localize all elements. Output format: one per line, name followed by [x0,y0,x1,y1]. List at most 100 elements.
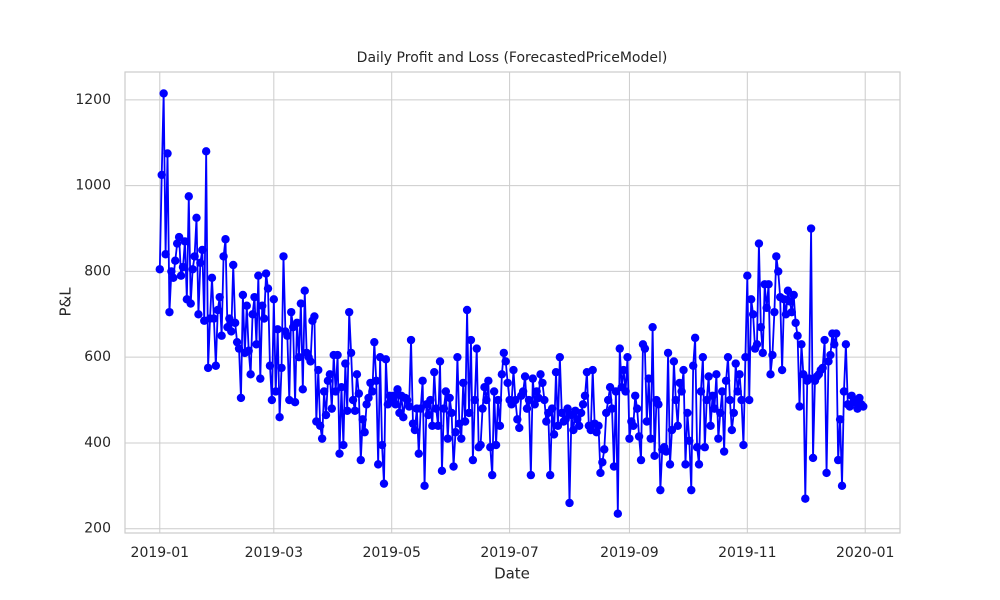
data-point [163,149,172,158]
data-point [528,374,537,383]
data-point [399,413,408,422]
data-point [484,376,493,385]
data-point [290,398,300,407]
data-point [453,352,462,362]
data-point [634,432,644,441]
data-point [234,344,244,353]
data-point [198,245,207,255]
data-point [194,310,203,319]
data-point [190,252,199,261]
data-point [538,378,547,388]
data-point [690,333,700,343]
data-point [609,462,619,471]
data-point [725,395,735,405]
data-point [578,400,588,409]
data-point [594,421,603,430]
data-point [694,460,704,469]
data-point [777,365,787,375]
data-point [733,387,742,396]
data-point [169,273,178,283]
data-point [344,307,354,317]
x-tick-label: 2019-07 [480,545,539,561]
data-point [795,402,804,411]
data-point [292,318,302,328]
data-point [642,417,652,426]
data-point [818,363,827,373]
data-point [673,421,682,430]
data-point [215,292,224,302]
data-point [358,415,367,424]
data-point [540,395,549,405]
data-point [252,340,261,349]
data-point [391,400,400,409]
data-point [227,327,236,336]
data-point [679,365,688,375]
data-point [820,335,829,345]
data-point [573,415,582,424]
data-point [238,290,248,300]
data-point [503,378,512,388]
data-point [551,367,561,377]
data-point [785,297,795,306]
data-point [211,361,221,370]
data-point [232,337,242,347]
data-point [685,436,694,445]
data-point [841,340,851,349]
data-point [526,470,536,480]
data-point [213,305,222,315]
data-point [644,374,653,383]
data-point [731,359,740,368]
data-point [801,494,810,503]
data-point [833,455,843,465]
data-point [549,430,559,439]
data-point [323,376,333,385]
data-point [428,421,437,430]
data-point [654,400,663,409]
data-point [317,434,327,443]
data-point [839,387,849,396]
data-point [269,295,279,304]
data-point [167,267,176,276]
data-point [600,445,609,454]
data-point [476,440,485,450]
data-point [327,404,336,413]
data-point [172,239,182,248]
data-point [665,460,675,469]
data-point [789,290,798,300]
data-point [261,269,271,278]
data-point [497,370,507,379]
data-point [165,307,174,317]
data-point [729,408,738,418]
x-tick-label: 2019-03 [245,545,304,561]
data-point [700,443,710,452]
data-point [491,440,501,450]
data-point [184,192,193,201]
data-point [478,404,487,413]
data-point [615,344,624,353]
data-point [675,378,684,388]
y-tick-label: 800 [84,263,111,279]
data-point [611,387,621,396]
data-point [522,404,532,413]
data-point [449,462,458,471]
data-point [379,479,389,488]
data-point [727,425,737,435]
data-point [743,271,752,280]
data-point [737,395,746,405]
data-point [714,434,723,443]
data-point [180,237,190,246]
data-point [588,365,597,375]
data-point [439,404,449,413]
chart-title: Daily Profit and Loss (ForecastedPriceMo… [357,50,668,66]
data-point [739,440,748,450]
data-point [341,359,350,368]
data-point [433,421,443,430]
data-point [314,365,323,375]
data-point [207,273,217,283]
data-point [273,325,282,334]
data-point [532,387,541,396]
data-point [174,232,184,242]
data-point [799,370,808,379]
data-point [592,428,601,437]
data-point [230,318,240,328]
